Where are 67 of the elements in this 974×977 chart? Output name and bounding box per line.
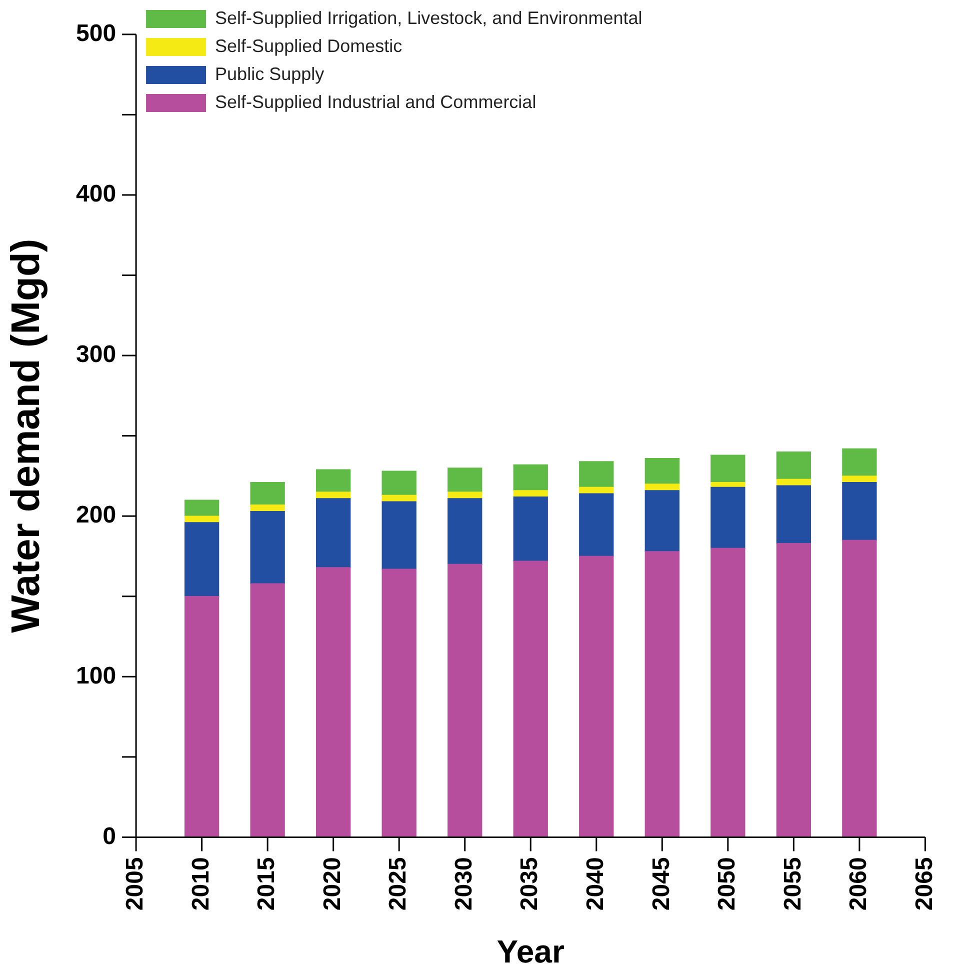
bar — [579, 493, 614, 557]
bar — [382, 501, 416, 570]
y-tick-label: 200 — [76, 502, 116, 529]
bar — [316, 469, 351, 492]
legend-label: Self-Supplied Domestic — [215, 36, 402, 56]
bar — [250, 482, 285, 506]
bar — [776, 452, 812, 480]
bar — [250, 510, 285, 584]
y-tick-label: 0 — [102, 822, 116, 850]
bar — [513, 464, 548, 491]
bar — [644, 484, 680, 491]
bar — [513, 496, 548, 562]
bar — [250, 504, 285, 512]
x-tick-label: 2050 — [714, 857, 741, 911]
bar — [184, 500, 220, 516]
bar — [579, 461, 614, 488]
x-tick-label: 2045 — [648, 857, 675, 911]
bar — [644, 551, 680, 838]
y-tick-label: 400 — [76, 180, 116, 208]
y-tick-label: 300 — [76, 341, 116, 368]
bar — [644, 458, 680, 484]
bar — [448, 498, 482, 565]
bar — [250, 583, 285, 838]
bar — [842, 540, 877, 838]
bar — [776, 543, 812, 838]
bar — [842, 448, 877, 476]
bar — [644, 490, 680, 552]
bar — [382, 568, 416, 838]
bar — [842, 476, 877, 483]
bar — [513, 490, 548, 498]
x-tick-label: 2055 — [779, 857, 806, 911]
x-tick-label: 2010 — [187, 857, 214, 911]
legend-label: Self-Supplied Industrial and Commercial — [215, 92, 536, 112]
bar — [184, 522, 220, 597]
x-tick-label: 2030 — [450, 857, 478, 911]
bar — [579, 556, 614, 838]
bar — [710, 482, 746, 488]
x-tick-label: 2025 — [384, 857, 412, 911]
legend-label: Public Supply — [215, 64, 324, 84]
bar — [382, 494, 416, 502]
x-axis-title: Year — [496, 934, 564, 970]
bar — [710, 454, 746, 483]
bar — [316, 492, 351, 499]
x-tick-label: 2015 — [253, 857, 280, 911]
y-tick-label: 500 — [76, 20, 116, 48]
x-tick-label: 2065 — [910, 857, 938, 911]
x-tick-label: 2035 — [516, 857, 544, 911]
y-tick-label: 100 — [76, 662, 116, 690]
bar — [316, 567, 351, 838]
bar — [448, 492, 482, 499]
x-tick-label: 2040 — [582, 857, 610, 911]
bar — [382, 470, 416, 496]
y-axis-title: Water demand (Mgd) — [4, 238, 48, 633]
bar — [710, 486, 746, 549]
bar — [448, 468, 482, 492]
bar — [184, 596, 220, 838]
bar — [710, 548, 746, 838]
bar — [316, 498, 351, 568]
x-tick-label: 2005 — [122, 857, 149, 911]
bar — [776, 485, 812, 544]
bar — [842, 482, 877, 540]
x-tick-label: 2060 — [845, 857, 872, 911]
legend-label: Self-Supplied Irrigation, Livestock, and Environmental — [215, 8, 642, 28]
bar — [579, 486, 614, 494]
x-tick-label: 2020 — [318, 857, 346, 911]
bar — [448, 564, 482, 838]
bar — [513, 560, 548, 838]
